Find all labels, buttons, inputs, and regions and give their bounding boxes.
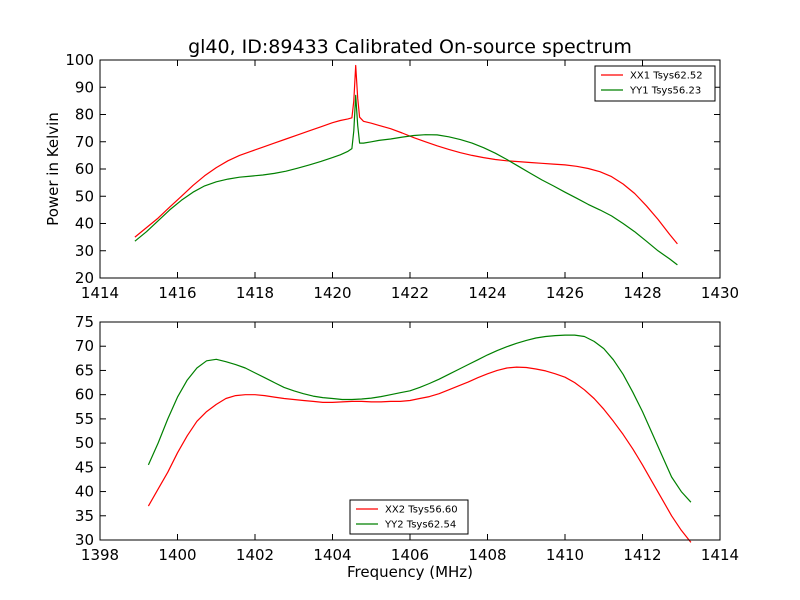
bottom-y-tick-label: 70 bbox=[75, 337, 94, 355]
top-y-tick-label: 50 bbox=[75, 187, 94, 205]
bottom-legend-box bbox=[349, 499, 469, 535]
bottom-x-tick-label: 1408 bbox=[468, 546, 506, 564]
bottom-y-tick-label: 75 bbox=[75, 313, 94, 331]
bottom-legend-label-2: YY2 Tsys62.54 bbox=[384, 520, 456, 531]
top-series-line-2 bbox=[134, 94, 678, 266]
top-y-tick-label: 30 bbox=[75, 242, 94, 260]
top-y-tick-label: 80 bbox=[75, 106, 94, 124]
bottom-legend: XX2 Tsys56.60 YY2 Tsys62.54 bbox=[349, 499, 469, 535]
bottom-x-tick-label: 1398 bbox=[81, 546, 119, 564]
bottom-y-tick-label: 60 bbox=[75, 386, 94, 404]
top-x-tick-label: 1422 bbox=[391, 284, 429, 302]
top-y-tick-label: 70 bbox=[75, 133, 94, 151]
top-y-tick-label: 100 bbox=[65, 51, 94, 69]
bottom-y-tick-label: 65 bbox=[75, 361, 94, 379]
bottom-y-tick-label: 30 bbox=[75, 531, 94, 549]
top-x-tick-label: 1418 bbox=[236, 284, 274, 302]
top-legend-box bbox=[594, 65, 716, 102]
bottom-x-tick-label: 1402 bbox=[236, 546, 274, 564]
top-y-axis-label: Power in Kelvin bbox=[44, 112, 62, 226]
bottom-x-tick-label: 1412 bbox=[623, 546, 661, 564]
top-y-tick-label: 60 bbox=[75, 160, 94, 178]
bottom-series-line-1 bbox=[147, 366, 692, 543]
top-series-line-1 bbox=[134, 64, 678, 245]
chart-title: gl40, ID:89433 Calibrated On-source spec… bbox=[188, 36, 632, 58]
bottom-x-axis-label: Frequency (MHz) bbox=[347, 563, 473, 581]
top-x-tick-label: 1430 bbox=[701, 284, 739, 302]
top-x-tick-label: 1416 bbox=[158, 284, 196, 302]
top-legend-label-2: YY1 Tsys56.23 bbox=[629, 86, 701, 97]
top-y-tick-label: 90 bbox=[75, 78, 94, 96]
bottom-legend-label-1: XX2 Tsys56.60 bbox=[385, 505, 458, 516]
bottom-x-tick-label: 1406 bbox=[391, 546, 429, 564]
bottom-series-line-2 bbox=[147, 334, 692, 503]
top-y-tick-label: 20 bbox=[75, 269, 94, 287]
bottom-y-tick-label: 35 bbox=[75, 507, 94, 525]
bottom-x-tick-label: 1414 bbox=[701, 546, 739, 564]
bottom-x-tick-label: 1400 bbox=[158, 546, 196, 564]
top-x-tick-label: 1420 bbox=[313, 284, 351, 302]
bottom-x-tick-label: 1410 bbox=[546, 546, 584, 564]
top-panel: 1414 1416 1418 1420 1422 1424 1426 1428 1430 20 30… bbox=[65, 51, 739, 302]
bottom-y-tick-label: 55 bbox=[75, 410, 94, 428]
top-x-tick-label: 1414 bbox=[81, 284, 119, 302]
bottom-panel: 1398 1400 1402 1404 1406 1408 1410 1412 1414 30 35… bbox=[75, 313, 739, 564]
bottom-y-tick-label: 50 bbox=[75, 434, 94, 452]
top-x-tick-label: 1426 bbox=[546, 284, 584, 302]
top-x-tick-label: 1428 bbox=[623, 284, 661, 302]
top-y-tick-label: 40 bbox=[75, 215, 94, 233]
bottom-y-tick-label: 40 bbox=[75, 483, 94, 501]
top-legend-label-1: XX1 Tsys62.52 bbox=[630, 71, 703, 82]
top-legend: XX1 Tsys62.52 YY1 Tsys56.23 bbox=[594, 65, 716, 102]
top-x-tick-label: 1424 bbox=[468, 284, 506, 302]
bottom-y-tick-label: 45 bbox=[75, 458, 94, 476]
bottom-x-tick-label: 1404 bbox=[313, 546, 351, 564]
